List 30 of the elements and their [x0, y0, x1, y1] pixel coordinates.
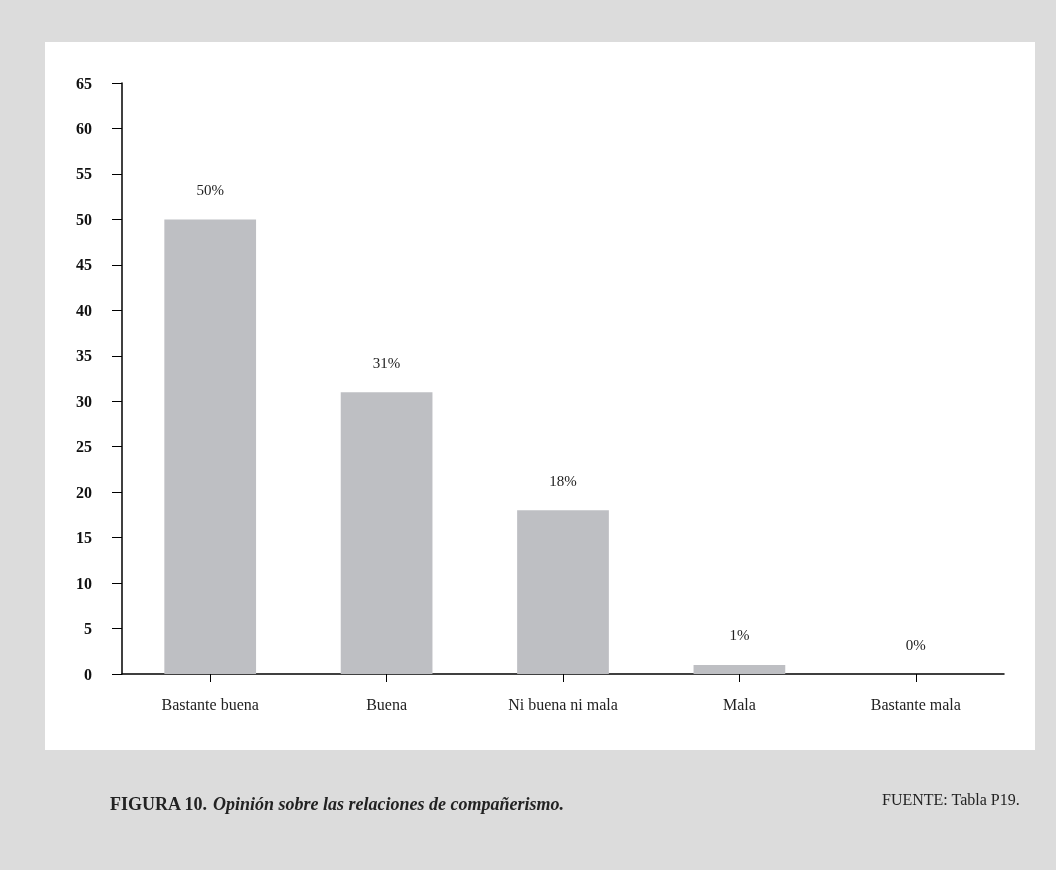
data-label: 1% [729, 627, 750, 644]
bar [693, 664, 786, 674]
y-tick-label: 40 [76, 301, 92, 319]
y-tick-label: 5 [84, 620, 92, 638]
y-tick-label: 15 [76, 529, 92, 547]
source-note: FUENTE: Tabla P19. [882, 790, 1020, 808]
x-tick-label: Bastante buena [161, 695, 259, 713]
data-label: 31% [372, 354, 401, 371]
y-tick-label: 50 [76, 210, 92, 228]
bar [340, 392, 433, 674]
text: FIGURA 10. Opinión sobre las relaciones de compañerismo. [110, 794, 565, 814]
y-tick-label: 65 [76, 74, 92, 92]
data-label: 18% [549, 472, 577, 489]
x-tick-label: Ni buena ni mala [508, 695, 618, 713]
x-tick-label: Buena [366, 695, 408, 713]
y-tick-label: 60 [76, 119, 92, 137]
x-tick-label: Mala [722, 695, 756, 713]
y-tick-label: 55 [76, 165, 92, 183]
data-label: 50% [196, 181, 224, 198]
bar [517, 510, 609, 674]
x-tick-label: Bastante mala [870, 695, 961, 713]
y-tick-label: 45 [76, 256, 92, 274]
y-tick-label: 20 [76, 483, 92, 501]
y-tick-label: 35 [76, 347, 92, 365]
y-tick-label: 25 [76, 438, 92, 456]
y-tick-label: 10 [76, 574, 92, 592]
bar [164, 219, 257, 674]
y-tick-label: 0 [84, 665, 92, 683]
data-label: 0% [905, 636, 926, 653]
y-tick-label: 30 [76, 392, 92, 410]
